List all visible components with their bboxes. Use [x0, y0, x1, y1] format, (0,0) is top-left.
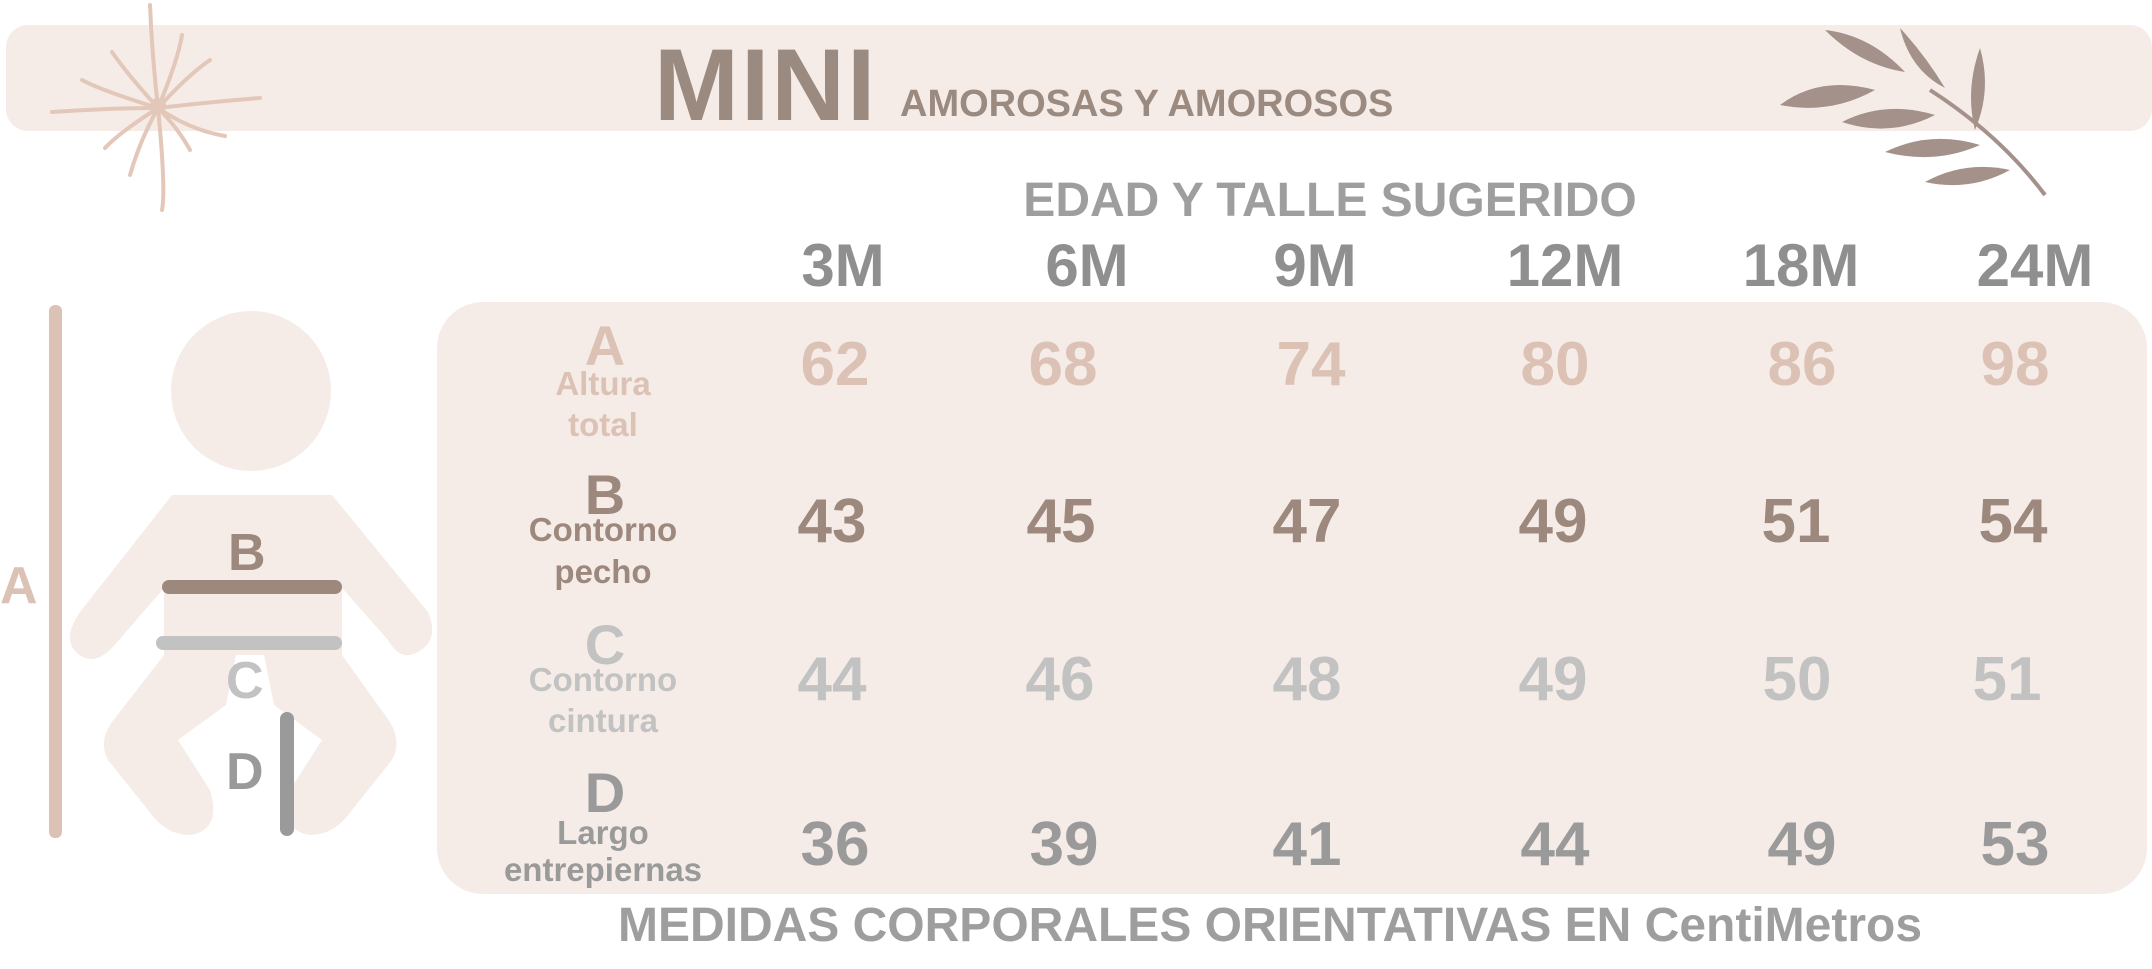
chest-measure-line — [162, 580, 342, 594]
table-cell: 44 — [1520, 810, 1590, 879]
inseam-measure-line — [280, 712, 294, 836]
row-letter: D — [584, 761, 626, 824]
table-cell: 53 — [1980, 810, 2050, 879]
row-label: total — [568, 406, 638, 443]
brand-title: MINI — [654, 28, 878, 142]
size-table-background — [437, 302, 2147, 894]
baby-head — [171, 311, 331, 471]
table-cell: 43 — [797, 487, 867, 556]
figure-label-d: D — [226, 743, 264, 801]
table-footer-note: MEDIDAS CORPORALES ORIENTATIVAS EN Centi… — [617, 899, 1923, 952]
table-cell: 68 — [1028, 330, 1098, 399]
size-header: 24M — [1976, 232, 2094, 299]
table-cell: 46 — [1025, 645, 1095, 714]
figure-label-b: B — [228, 524, 266, 582]
table-cell: 49 — [1518, 487, 1588, 556]
table-cell: 51 — [1972, 645, 2042, 714]
figure-label-c: C — [226, 652, 264, 710]
baby-left-leg — [103, 655, 236, 835]
table-cell: 80 — [1520, 330, 1590, 399]
table-title: EDAD Y TALLE SUGERIDO — [1023, 174, 1637, 227]
table-cell: 98 — [1980, 330, 2050, 399]
row-label: Contorno — [528, 511, 678, 548]
baby-figure-illustration — [49, 305, 433, 838]
brand-subtitle: AMOROSAS Y AMOROSOS — [900, 83, 1394, 125]
row-letter: C — [584, 613, 626, 676]
row-letter: B — [584, 463, 626, 526]
size-header: 18M — [1742, 232, 1860, 299]
table-cell: 44 — [797, 645, 867, 714]
row-label: cintura — [547, 702, 659, 739]
size-header: 6M — [1045, 232, 1129, 299]
table-cell: 74 — [1276, 330, 1346, 399]
table-cell: 41 — [1272, 810, 1342, 879]
sun-doodle-icon — [50, 3, 262, 212]
row-label: Altura — [555, 365, 651, 402]
row-label: Largo — [557, 814, 649, 851]
figure-label-a: A — [0, 557, 38, 615]
baby-right-leg — [264, 655, 397, 835]
table-cell: 50 — [1762, 645, 1832, 714]
table-cell: 48 — [1272, 645, 1342, 714]
table-cell: 51 — [1761, 487, 1831, 556]
table-cell: 54 — [1978, 487, 2048, 556]
baby-torso — [69, 495, 433, 660]
leaf-branch-icon — [1780, 28, 2047, 197]
row-label: pecho — [554, 553, 652, 590]
height-bar — [49, 305, 62, 838]
row-letter: A — [584, 314, 626, 377]
table-cell: 36 — [800, 810, 870, 879]
sun-center — [150, 98, 166, 114]
table-cell: 49 — [1518, 645, 1588, 714]
row-label: Contorno — [528, 661, 678, 698]
table-cell: 39 — [1029, 810, 1099, 879]
header-banner — [6, 25, 2152, 131]
table-cell: 86 — [1767, 330, 1837, 399]
table-cell: 45 — [1026, 487, 1096, 556]
table-cell: 49 — [1767, 810, 1837, 879]
table-cell: 62 — [800, 330, 870, 399]
size-header: 12M — [1506, 232, 1624, 299]
size-header: 3M — [801, 232, 885, 299]
waist-measure-line — [156, 636, 342, 650]
size-header: 9M — [1273, 232, 1357, 299]
row-label: entrepiernas — [503, 851, 703, 888]
table-cell: 47 — [1272, 487, 1342, 556]
